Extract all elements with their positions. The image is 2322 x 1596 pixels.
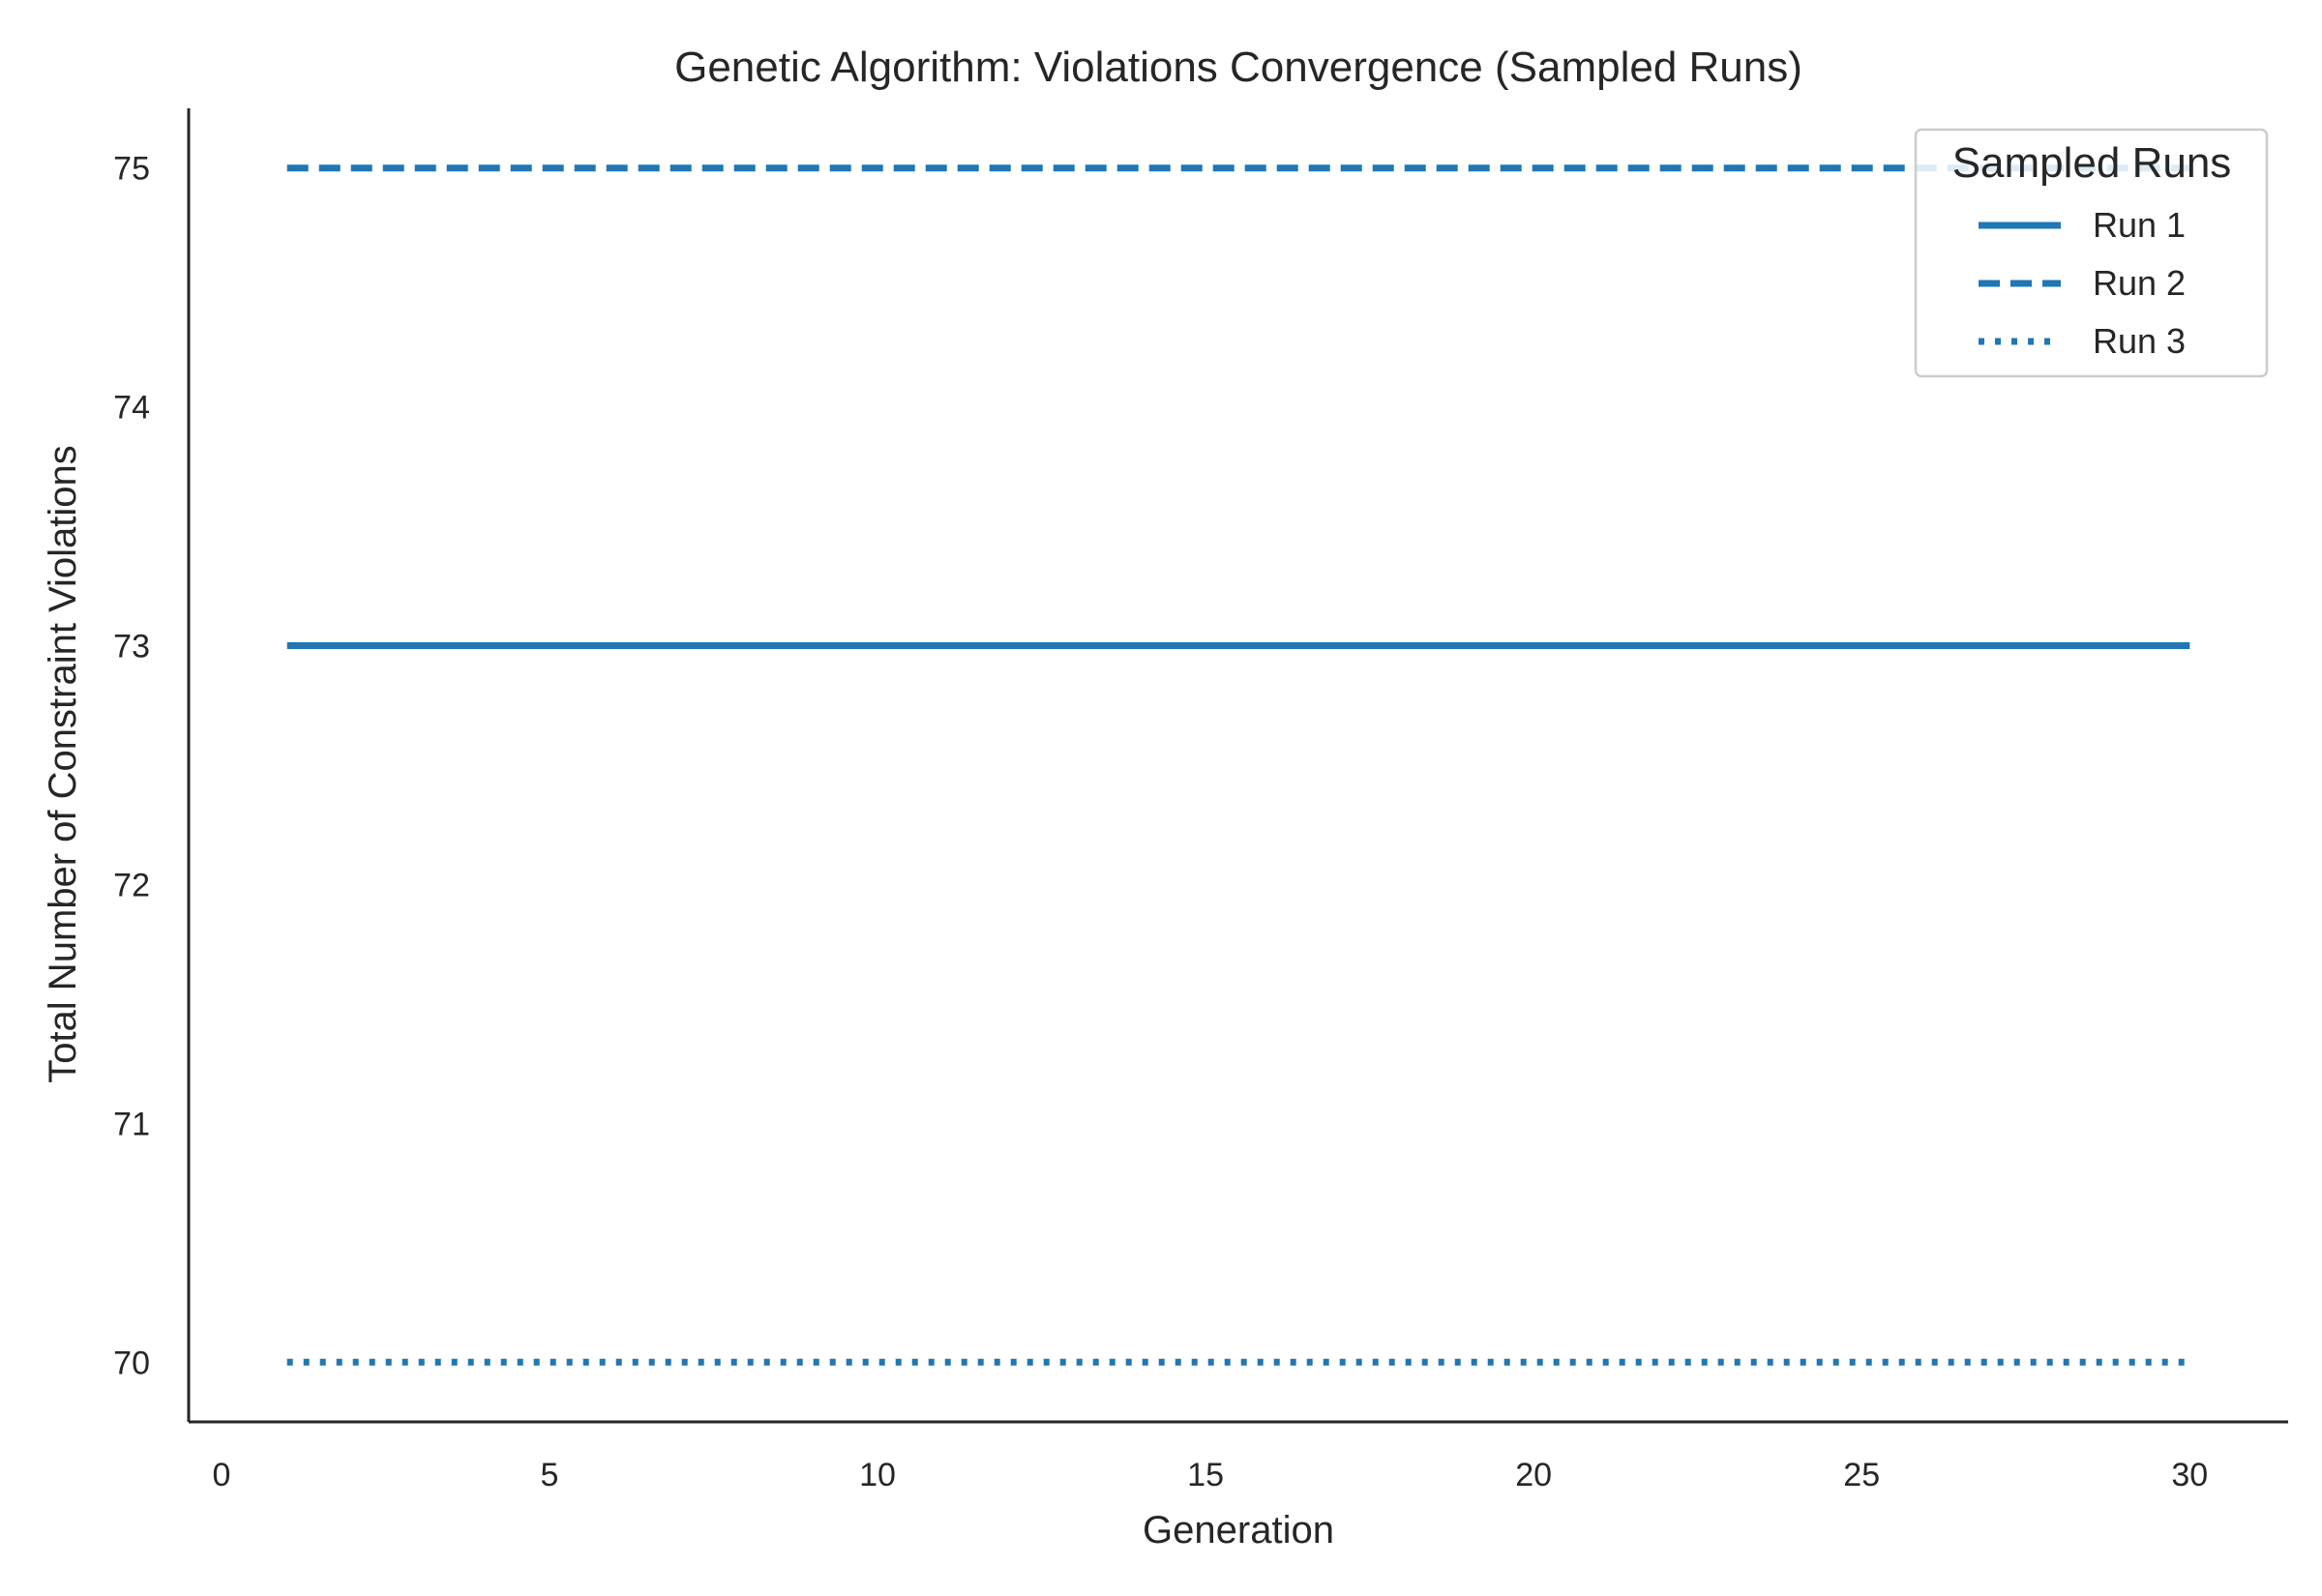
x-tick-label: 15 xyxy=(1187,1457,1224,1493)
legend-frame xyxy=(1914,128,2269,378)
y-tick-labels: 70 71 72 73 74 75 xyxy=(113,151,150,1382)
y-tick-label: 70 xyxy=(113,1345,150,1381)
y-axis-label: Total Number of Constraint Violations xyxy=(42,445,84,1083)
x-tick-label: 20 xyxy=(1515,1457,1552,1493)
plot-area xyxy=(286,164,2190,1366)
legend-entries: Run 1 Run 2 Run 3 xyxy=(1979,205,2186,361)
legend-label-3: Run 3 xyxy=(2093,321,2186,361)
legend-title: Sampled Runs xyxy=(1952,139,2232,187)
y-tick-label: 72 xyxy=(113,867,150,903)
y-tick-label: 71 xyxy=(113,1106,150,1142)
y-tick-label: 75 xyxy=(113,151,150,188)
legend-label-1: Run 1 xyxy=(2093,205,2186,245)
y-tick-label: 73 xyxy=(113,629,150,665)
legend-label-2: Run 2 xyxy=(2093,263,2186,303)
x-tick-label: 0 xyxy=(212,1457,230,1493)
legend: Sampled Runs Run 1 Run 2 Run 3 xyxy=(1914,128,2269,378)
x-tick-label: 30 xyxy=(2171,1457,2208,1493)
x-tick-label: 5 xyxy=(541,1457,559,1493)
y-tick-label: 74 xyxy=(113,390,150,427)
x-axis-label: Generation xyxy=(1143,1509,1334,1552)
x-tick-label: 25 xyxy=(1843,1457,1880,1493)
chart-title: Genetic Algorithm: Violations Convergenc… xyxy=(674,44,1802,91)
x-tick-label: 10 xyxy=(859,1457,896,1493)
x-tick-labels: 0 5 10 15 20 25 30 xyxy=(212,1457,2208,1493)
